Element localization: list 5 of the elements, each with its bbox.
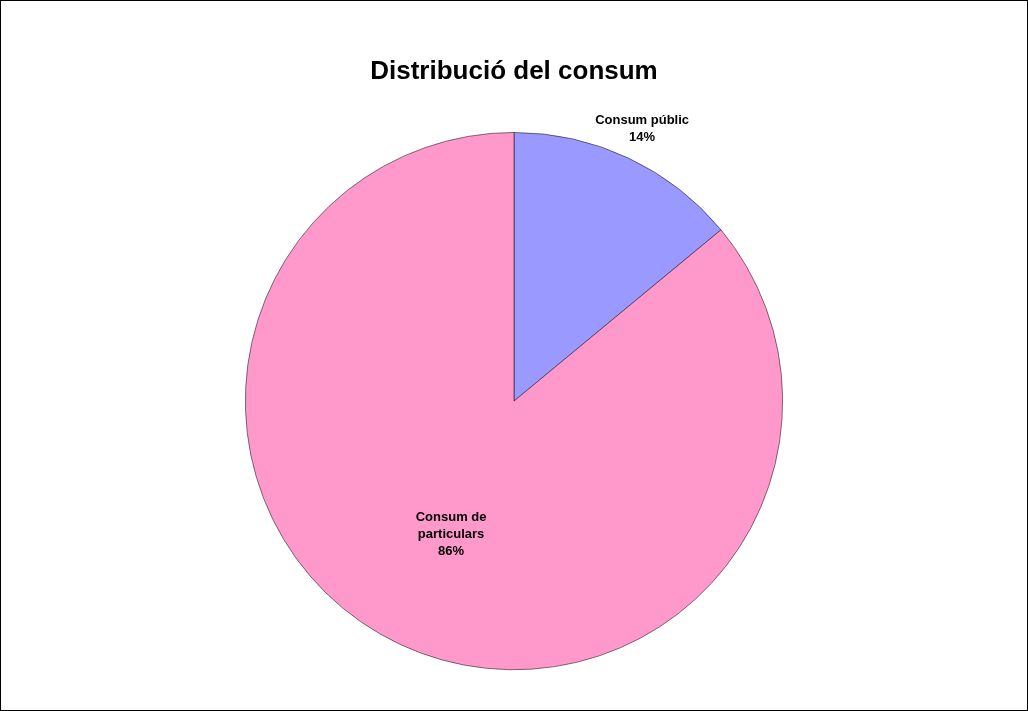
data-label: 86% (438, 543, 465, 559)
chart-title: Distribució del consum (370, 54, 658, 85)
data-label: 14% (629, 128, 656, 144)
slice-label: Consum públic (595, 111, 690, 127)
slice-label: Consum de particulars (415, 509, 487, 542)
